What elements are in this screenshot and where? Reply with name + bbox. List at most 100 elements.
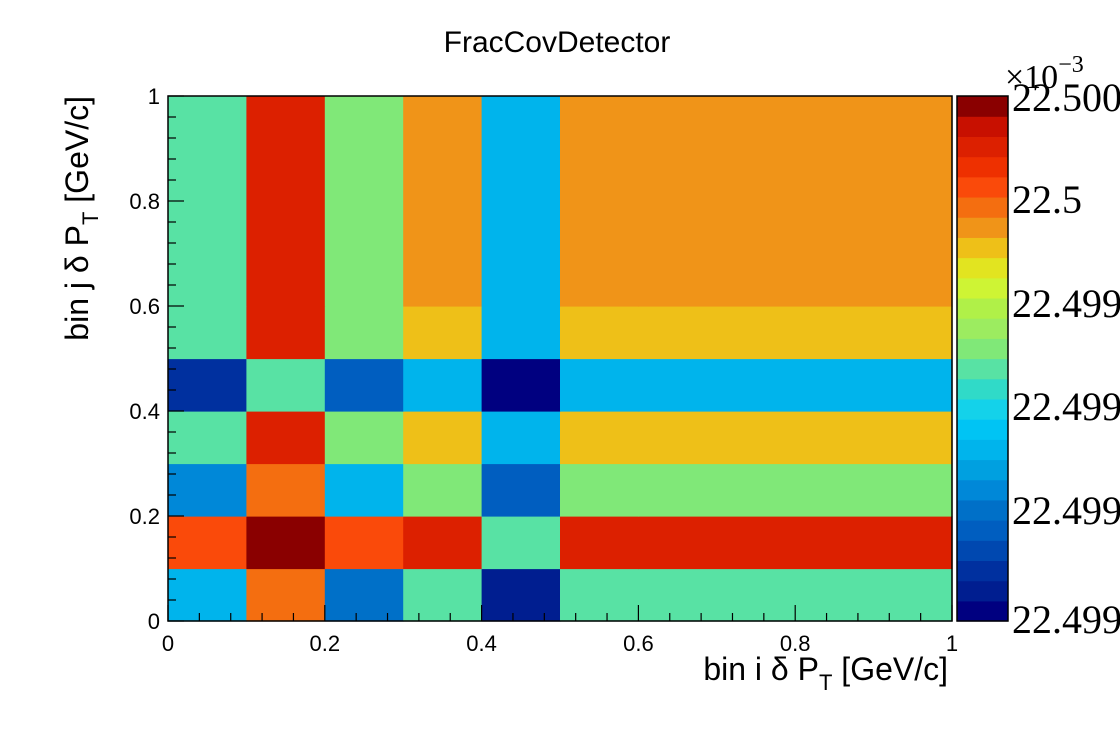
heatmap-cell [324,516,404,570]
palette-swatch [957,96,1008,117]
heatmap-cell [638,516,953,570]
heatmap-cell [638,306,953,360]
y-tick-label: 0.6 [129,294,160,319]
heatmap-cell [481,411,561,465]
heatmap-cell [481,568,561,622]
heatmap-cell [560,358,639,412]
palette-label: 22.499 [1012,384,1120,429]
heatmap-cell [324,306,404,360]
heatmap-cells [168,96,953,622]
heatmap-cell [638,96,953,307]
color-palette [957,96,1008,622]
palette-label: 22.5 [1012,177,1082,222]
heatmap-cell [403,411,483,465]
palette-exponent-power: −3 [1058,52,1084,78]
palette-label: 22.500 [1012,75,1120,120]
palette-exponent-base: ×10 [1005,59,1058,96]
heatmap-cell [246,516,326,570]
palette-swatch [957,176,1008,198]
heatmap-cell [168,516,247,570]
heatmap-cell [481,463,561,517]
x-tick-label: 0.4 [466,631,497,656]
heatmap-cell [481,96,561,307]
heatmap-cell [638,463,953,517]
y-axis-title-sub: T [78,212,103,225]
y-tick-label: 0.4 [129,399,160,424]
palette-swatch [957,318,1008,339]
palette-swatch [957,156,1008,178]
palette-swatch [957,358,1008,380]
x-axis: 0 0.2 0.4 0.6 0.8 1 [162,605,958,656]
chart-title: FracCovDetector [444,26,671,59]
y-tick-label: 0.8 [129,189,160,214]
palette-swatch [957,479,1008,501]
palette-labels: 22.500 22.5 22.499 22.499 22.499 22.499 [1012,75,1120,642]
heatmap-cell [403,96,483,307]
palette-swatch [957,116,1008,137]
palette-swatch [957,136,1008,158]
heatmap-cell [246,358,326,412]
palette-swatch [957,540,1008,562]
palette-swatch [957,398,1008,420]
palette-swatch [957,520,1008,541]
x-axis-title: bin i δ PT [GeV/c] [703,651,948,695]
heatmap-cell [560,96,639,307]
heatmap-cell [324,358,404,412]
palette-swatch [957,378,1008,400]
heatmap-cell [168,306,247,360]
y-axis-title-tail: [GeV/c] [59,96,95,212]
x-tick-label: 0.6 [623,631,654,656]
heatmap-cell [168,463,247,517]
palette-swatch [957,499,1008,521]
heatmap-cell [560,463,639,517]
heatmap-cell [481,358,561,412]
heatmap-cell [324,463,404,517]
palette-frame [956,95,1009,622]
heatmap-cell [403,358,483,412]
heatmap-cell [246,306,326,360]
x-tick-label: 0.2 [310,631,341,656]
y-axis: 0 0.2 0.4 0.6 0.8 1 [129,84,184,634]
heatmap-cell [168,358,247,412]
heatmap-cell [560,568,639,622]
palette-swatch [957,338,1008,360]
y-tick-label: 0.2 [129,504,160,529]
x-axis-title-tail: [GeV/c] [832,651,948,687]
y-axis-title: bin j δ PT [GeV/c] [59,96,103,341]
heatmap-cell [246,411,326,465]
palette-swatch [957,419,1008,440]
x-axis-title-sub: T [819,670,832,695]
palette-swatch [957,580,1008,602]
heatmap-cell [324,568,404,622]
x-axis-title-main: bin i δ P [703,651,819,687]
palette-swatch [957,277,1008,299]
heatmap-cell [324,411,404,465]
heatmap-cell [246,96,326,307]
heatmap-cell [168,568,247,622]
heatmap-cell [246,568,326,622]
heatmap-cell [403,516,483,570]
heatmap-cell [403,463,483,517]
heatmap-cell [481,306,561,360]
palette-exponent: ×10−3 [1005,52,1084,96]
y-tick-label: 1 [148,84,160,109]
palette-swatch [957,439,1008,461]
palette-swatch [957,257,1008,279]
palette-swatch [957,237,1008,259]
palette-label: 22.499 [1012,597,1120,642]
plot-frame [167,95,953,622]
x-tick-label: 0.8 [780,631,811,656]
heatmap-cell [324,96,404,307]
palette-swatch [957,459,1008,481]
x-tick-label: 0 [162,631,174,656]
x-tick-label: 1 [946,631,958,656]
heatmap-cell [638,358,953,412]
y-tick-label: 0 [148,609,160,634]
palette-label: 22.499 [1012,281,1120,326]
palette-swatch [957,560,1008,582]
palette-swatch [957,297,1008,319]
heatmap-cell [560,411,639,465]
heatmap-cell [560,306,639,360]
palette-swatch [957,600,1008,622]
